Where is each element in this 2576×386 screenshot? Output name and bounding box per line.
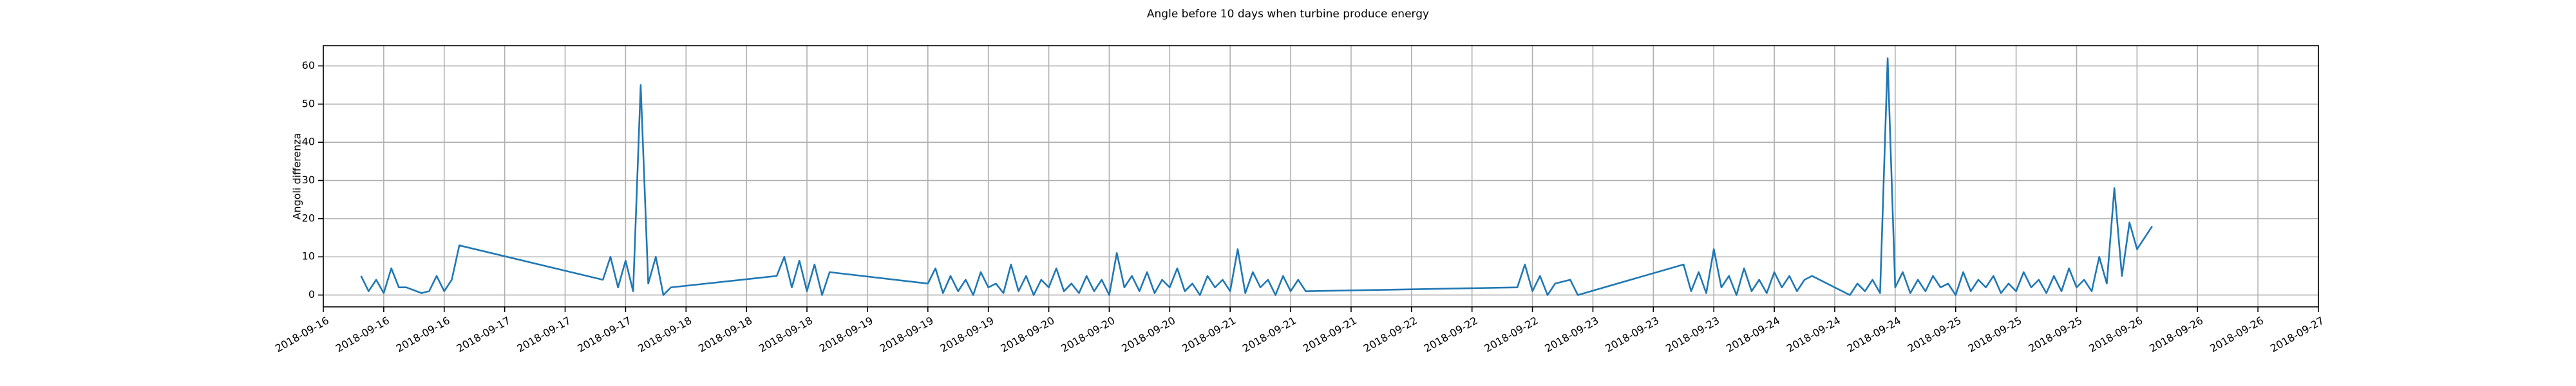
y-tick-label: 0 bbox=[308, 288, 315, 300]
plot-frame bbox=[323, 45, 2319, 308]
y-tick-label: 20 bbox=[302, 212, 315, 224]
y-tick-label: 10 bbox=[302, 250, 315, 262]
data-line bbox=[360, 57, 2153, 296]
y-tick-label: 40 bbox=[302, 136, 315, 148]
y-axis-label: Angoli differenza bbox=[291, 133, 303, 220]
y-tick-label: 60 bbox=[302, 59, 315, 71]
chart-title: Angle before 10 days when turbine produc… bbox=[1147, 8, 1429, 21]
y-tick-label: 50 bbox=[302, 97, 315, 109]
y-tick-label: 30 bbox=[302, 174, 315, 186]
